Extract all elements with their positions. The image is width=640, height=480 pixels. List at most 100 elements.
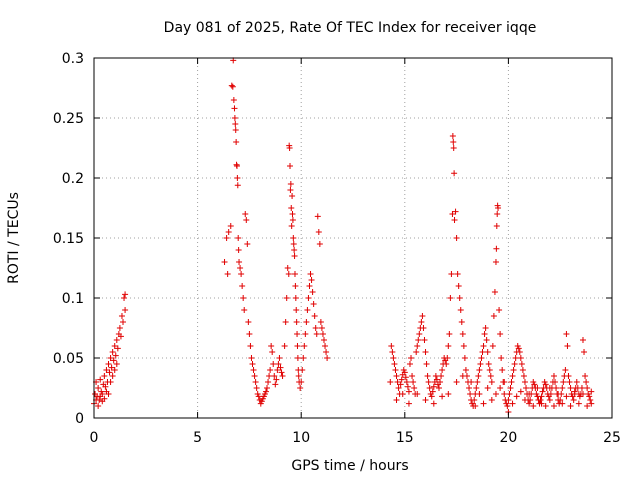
data-point [301,343,308,349]
data-point [546,397,553,403]
data-point [113,337,120,343]
data-point [567,403,574,409]
data-point [488,379,495,385]
data-point [455,283,462,289]
data-point [489,343,496,349]
data-point [288,205,295,211]
data-point [394,379,401,385]
data-point [426,385,433,391]
data-point [526,400,533,407]
data-point [303,319,310,325]
data-point [105,391,112,397]
data-point [497,331,504,337]
data-point [410,379,417,385]
data-point [534,385,541,391]
data-point [501,391,508,397]
data-point [273,376,280,383]
data-point [475,373,482,379]
data-point [526,391,533,397]
data-point [255,393,262,400]
data-point [304,307,311,313]
data-point [393,397,400,403]
data-point [588,400,595,407]
data-point [484,385,491,391]
data-point [312,325,319,331]
data-point [563,393,570,400]
data-point [492,259,499,265]
data-point [387,379,394,385]
y-axis-label: ROTI / TECUs [6,192,22,284]
data-point [106,369,113,376]
data-point [305,295,312,301]
data-point [262,388,269,395]
chart-title: Day 081 of 2025, Rate Of TEC Index for r… [164,20,537,36]
data-point [445,391,452,397]
data-point [449,211,456,217]
data-point [566,379,573,385]
data-point [542,403,549,409]
data-point [227,223,234,229]
data-point [102,383,109,390]
data-point [552,379,559,385]
data-point [523,385,530,391]
data-point [513,393,520,400]
data-point [406,361,413,367]
data-point [109,349,116,355]
data-point [402,374,409,381]
data-point [498,355,505,361]
data-point [295,373,302,379]
data-point [538,400,545,407]
data-point [451,170,458,177]
data-point [289,193,296,199]
data-point [573,379,580,385]
data-point [283,295,290,301]
data-point [575,400,582,407]
data-point [270,361,277,367]
data-point [418,319,425,325]
data-point [111,343,118,349]
data-point [439,367,446,373]
data-point [460,343,467,349]
data-point [515,345,522,352]
data-point [323,349,330,355]
data-point [586,393,593,400]
data-point [518,361,525,367]
data-point [114,345,121,352]
data-point [221,259,228,265]
data-point [519,367,526,373]
data-point [107,379,114,385]
data-point [428,393,435,400]
data-point [571,388,578,395]
data-point [107,355,114,361]
data-point [234,182,241,189]
data-point [443,361,450,367]
data-point [474,379,481,385]
data-point [315,229,322,235]
data-point [397,381,404,388]
data-point [389,349,396,355]
data-point [588,388,595,395]
data-point [122,291,129,298]
data-point [459,331,466,337]
data-point [297,385,304,391]
data-point [298,379,305,385]
data-point [497,385,504,391]
data-point [559,400,566,407]
data-point [310,301,317,307]
data-point [437,379,444,385]
data-point [403,379,410,385]
y-tick-label: 0.15 [53,231,84,247]
data-point [478,355,485,361]
data-point [446,331,453,337]
data-point [584,403,591,409]
data-point [453,379,460,385]
y-tick-label: 0.3 [62,51,84,67]
data-point [517,388,524,395]
x-tick-label: 25 [603,430,621,446]
ticks-layer: 0 5 10 15 20 25 0 0.05 0.1 0.15 0.2 0.25 0.3 [53,51,621,446]
x-tick-label: 0 [90,430,99,446]
data-point [430,400,437,407]
data-point [493,245,500,252]
data-point [231,105,238,112]
